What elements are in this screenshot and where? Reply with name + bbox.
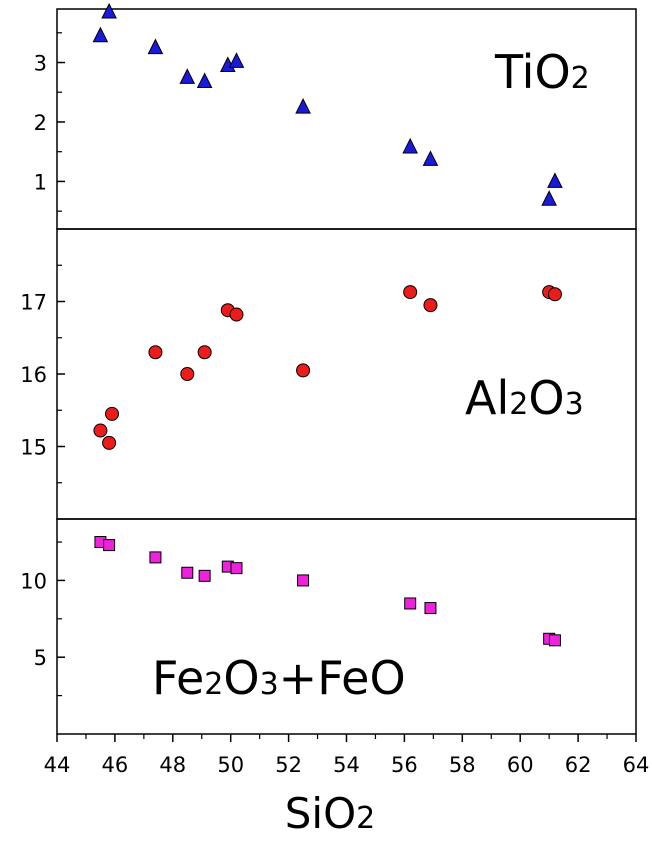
tio2-point-11 <box>547 172 563 188</box>
feo-point-4 <box>198 569 211 582</box>
x-tick-label: 54 <box>333 753 360 777</box>
panel-al2o3: 15 16 17 Al2O3 <box>20 228 637 520</box>
tio2-point-1 <box>101 2 117 19</box>
feo-point-6 <box>230 562 243 575</box>
tio2-point-10 <box>541 190 557 206</box>
y-tick-label: 16 <box>20 363 47 387</box>
tio2-point-4 <box>196 72 213 89</box>
y-tick-label: 3 <box>34 52 47 76</box>
x-tick-label: 44 <box>44 753 71 777</box>
y-tick-label: 17 <box>20 291 47 315</box>
feo-point-3 <box>181 566 194 579</box>
feo-point-11 <box>548 634 561 647</box>
al2o3-point-8 <box>296 363 311 378</box>
x-axis-label: SiO2 <box>285 789 375 838</box>
feo-point-7 <box>297 574 310 587</box>
al2o3-point-3 <box>148 345 163 360</box>
tio2-point-8 <box>402 137 418 154</box>
feo-point-2 <box>149 551 162 564</box>
al2o3-point-7 <box>229 307 244 322</box>
panel-label-tio2: TiO2 <box>494 45 590 99</box>
al2o3-point-12 <box>547 287 562 302</box>
panel-feo: 5 10 Fe2O3+FeO <box>20 518 637 735</box>
feo-point-1 <box>103 539 116 552</box>
x-tick-label: 60 <box>507 753 534 777</box>
x-tick-label: 50 <box>217 753 244 777</box>
panel-tio2: 1 2 3 TiO2 <box>34 2 637 230</box>
x-tick-label: 62 <box>565 753 592 777</box>
y-tick-label: 2 <box>34 111 47 135</box>
panel-label-al2o3: Al2O3 <box>465 371 584 425</box>
tio2-point-2 <box>147 38 164 55</box>
x-tick-label: 56 <box>391 753 418 777</box>
tio2-point-0 <box>92 26 109 43</box>
x-tick-label: 52 <box>275 753 302 777</box>
x-tick-label: 48 <box>159 753 186 777</box>
al2o3-point-4 <box>180 367 195 381</box>
tio2-point-3 <box>179 68 196 84</box>
al2o3-point-10 <box>423 298 438 313</box>
y-tick-label: 10 <box>20 569 47 593</box>
al2o3-point-5 <box>197 345 212 360</box>
feo-point-8 <box>404 597 417 610</box>
x-axis: 44 46 48 50 52 54 56 58 60 62 64 SiO2 <box>44 734 650 838</box>
al2o3-point-9 <box>403 285 418 300</box>
tio2-point-6 <box>228 52 245 68</box>
al2o3-point-0 <box>93 423 108 438</box>
tio2-point-7 <box>295 97 311 114</box>
tio2-point-9 <box>422 150 439 166</box>
panel-label-feo: Fe2O3+FeO <box>152 651 406 705</box>
x-tick-label: 64 <box>623 753 650 777</box>
y-tick-label: 15 <box>20 436 47 460</box>
feo-point-9 <box>424 602 437 615</box>
al2o3-point-1 <box>102 435 117 450</box>
y-tick-label: 1 <box>34 170 47 194</box>
x-tick-label: 46 <box>102 753 129 777</box>
y-tick-label: 5 <box>34 646 47 670</box>
x-tick-label: 58 <box>449 753 476 777</box>
al2o3-point-2 <box>105 406 120 421</box>
